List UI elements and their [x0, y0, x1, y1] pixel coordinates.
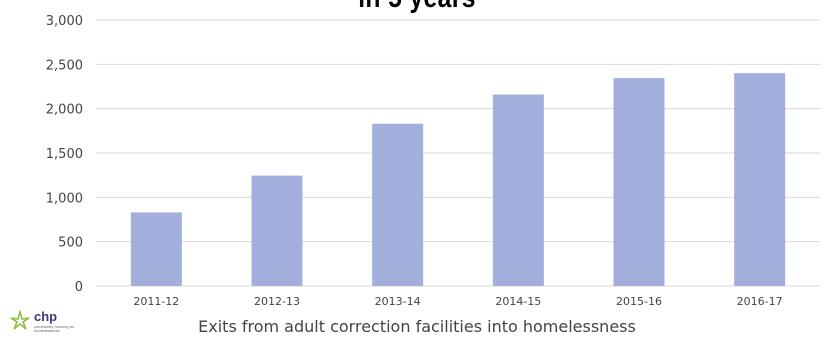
- x-tick-label: 2013-14: [375, 295, 421, 308]
- x-tick-label: 2016-17: [737, 295, 783, 308]
- chp-star-logo-icon: [10, 309, 30, 330]
- x-tick-label: 2015-16: [616, 295, 662, 308]
- x-tick-label: 2012-13: [254, 295, 300, 308]
- x-axis-ticks: 2011-12 2012-13 2013-14 2014-15 2015-16 2016-…: [133, 295, 782, 308]
- x-axis-caption: Exits from adult correction facilities i…: [198, 317, 636, 336]
- logo-subtext: community housing for homelessness: [34, 324, 75, 333]
- y-tick-label: 0: [75, 280, 83, 295]
- y-tick-label: 1,500: [46, 147, 83, 162]
- x-tick-label: 2014-15: [495, 295, 541, 308]
- bars: [130, 73, 786, 287]
- bar-2013-14: [372, 123, 424, 287]
- grid-lines: [96, 19, 820, 287]
- y-tick-label: 500: [58, 236, 83, 251]
- y-tick-label: 2,000: [46, 103, 83, 118]
- x-tick-label: 2011-12: [133, 295, 179, 308]
- bar-2012-13: [251, 175, 303, 286]
- y-tick-label: 3,000: [46, 14, 83, 29]
- chart-title: in 5 years: [75, 0, 759, 18]
- logo-text: chp: [34, 309, 58, 324]
- bar-2014-15: [492, 94, 544, 286]
- y-tick-label: 1,000: [46, 191, 83, 206]
- chp-logo: chp community housing for homelessness: [8, 309, 78, 339]
- bar-2011-12: [130, 212, 182, 286]
- y-tick-label: 2,500: [46, 58, 83, 73]
- y-axis-ticks: 0 500 1,000 1,500 2,000 2,500 3,000: [46, 14, 83, 295]
- bar-2015-16: [613, 78, 665, 287]
- bar-2016-17: [734, 73, 786, 286]
